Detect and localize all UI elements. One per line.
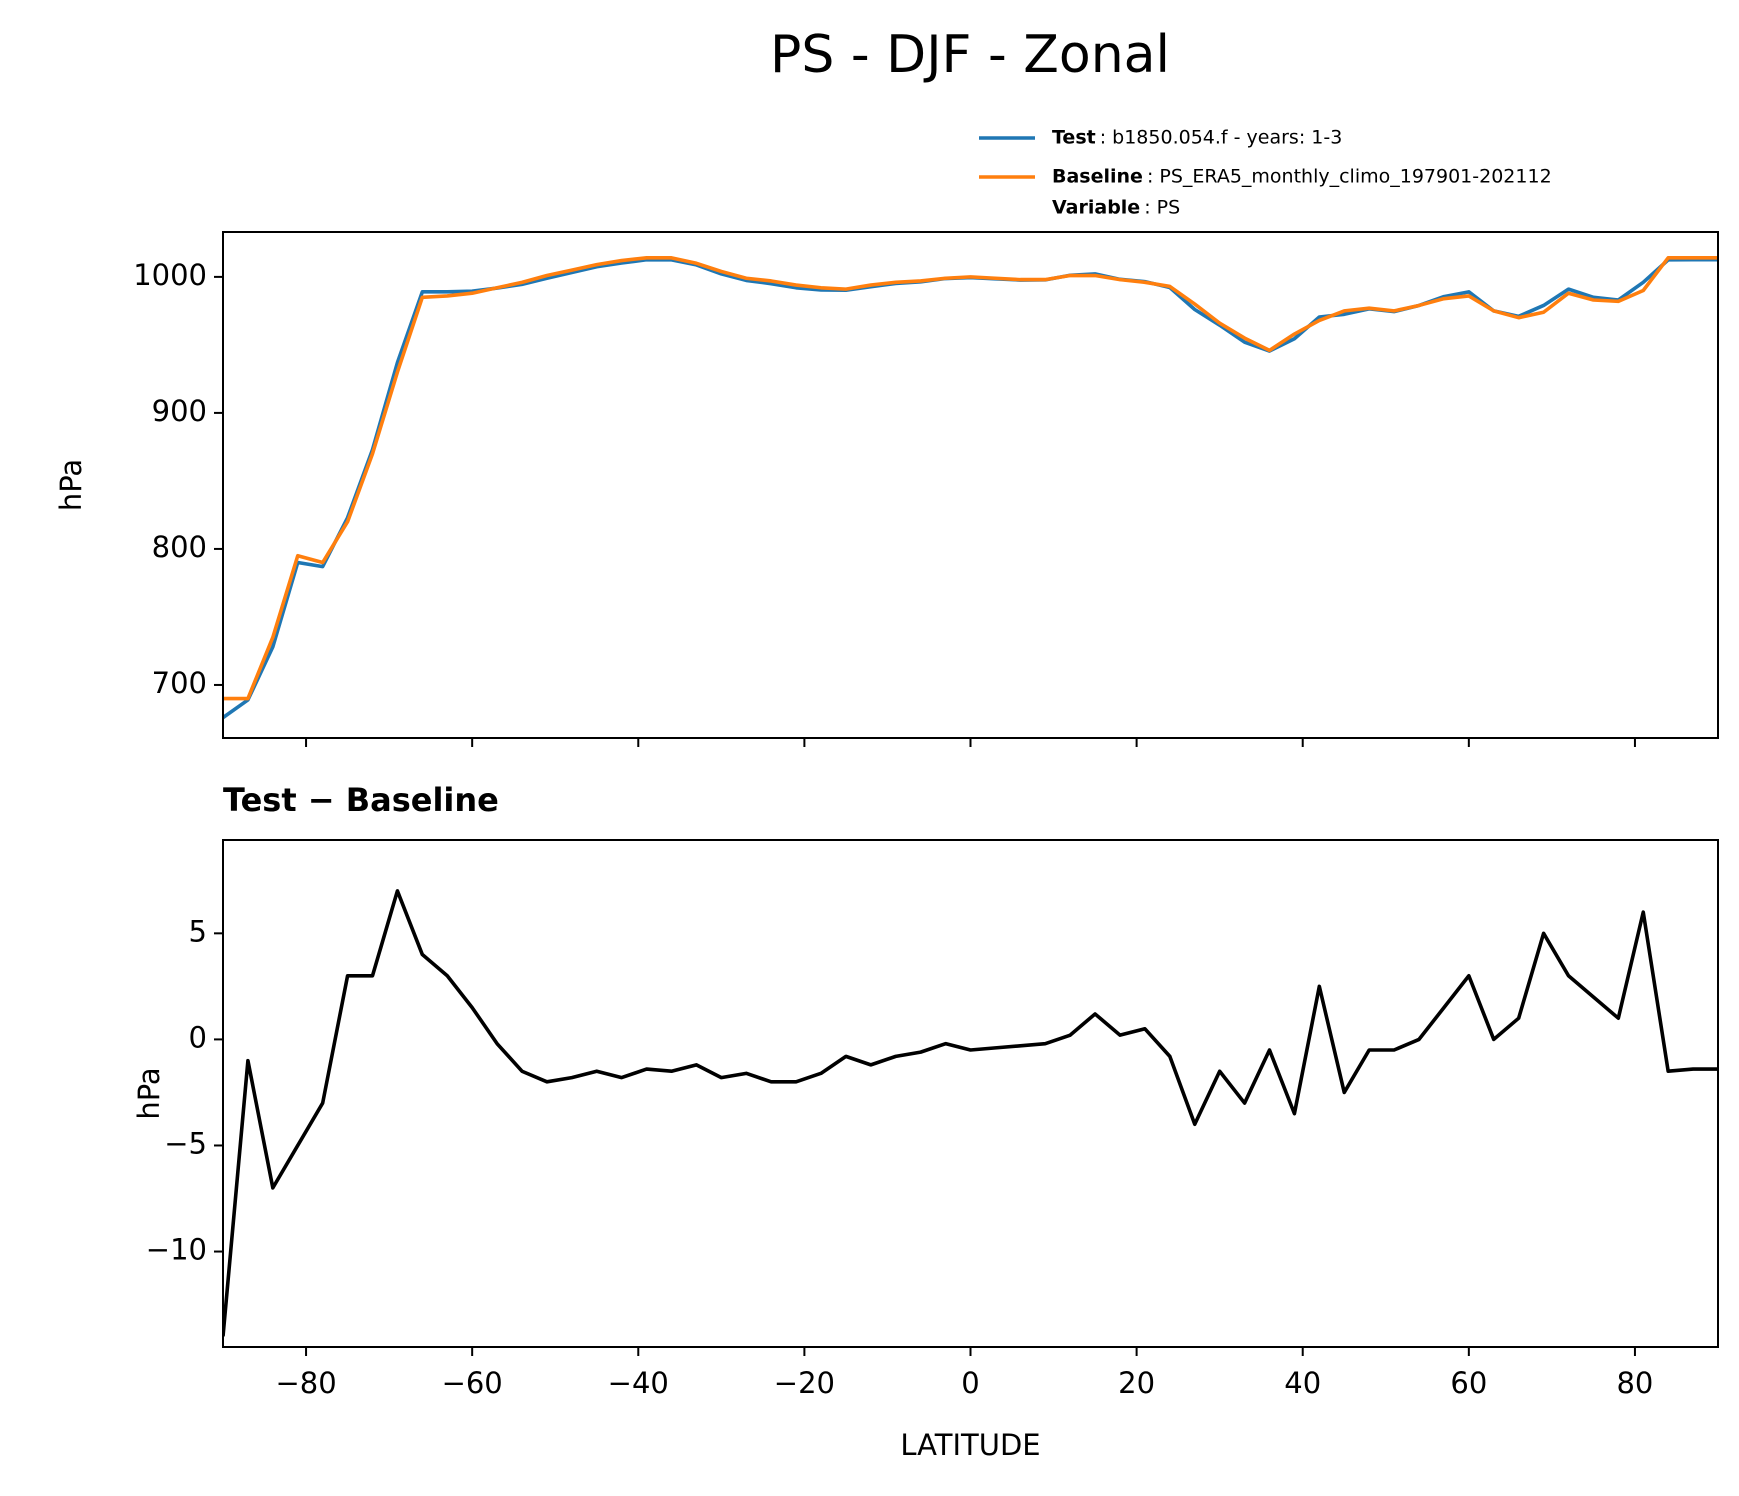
y-axis-label: hPa bbox=[54, 459, 88, 511]
data-line bbox=[223, 256, 1718, 701]
legend-description: : b1850.054.f - years: 1-3 bbox=[1100, 127, 1343, 149]
legend-name: Variable bbox=[1052, 197, 1140, 219]
x-tick-label: −20 bbox=[774, 1366, 835, 1400]
y-tick-label: −5 bbox=[164, 1126, 207, 1160]
x-tick-label: 80 bbox=[1616, 1366, 1653, 1400]
figure-title: PS - DJF - Zonal bbox=[770, 25, 1170, 85]
axes-frame bbox=[222, 231, 1719, 739]
x-tick-label: −40 bbox=[608, 1366, 669, 1400]
x-tick-label: −80 bbox=[275, 1366, 336, 1400]
axes-title: Test − Baseline bbox=[223, 781, 499, 819]
y-tick-label: 5 bbox=[189, 914, 207, 948]
axes-frame bbox=[222, 839, 1719, 1348]
y-tick-label: 900 bbox=[152, 394, 207, 428]
x-tick-label: −60 bbox=[442, 1366, 503, 1400]
x-axis-label: LATITUDE bbox=[900, 1428, 1040, 1462]
y-axis-label: hPa bbox=[132, 1067, 166, 1119]
data-line bbox=[223, 889, 1718, 1337]
legend-description: : PS_ERA5_monthly_climo_197901-202112 bbox=[1147, 166, 1552, 188]
y-tick-label: 0 bbox=[189, 1020, 207, 1054]
legend-description: : PS bbox=[1144, 197, 1180, 219]
legend-name: Test bbox=[1052, 127, 1096, 149]
y-tick-label: 1000 bbox=[133, 258, 207, 292]
y-tick-label: 800 bbox=[152, 530, 207, 564]
x-tick-label: 40 bbox=[1284, 1366, 1321, 1400]
legend-name: Baseline bbox=[1052, 166, 1143, 188]
y-tick-label: 700 bbox=[152, 666, 207, 700]
x-tick-label: 0 bbox=[961, 1366, 979, 1400]
y-tick-label: −10 bbox=[146, 1233, 207, 1267]
data-line bbox=[223, 257, 1718, 720]
x-tick-label: 20 bbox=[1118, 1366, 1155, 1400]
x-tick-label: 60 bbox=[1450, 1366, 1487, 1400]
